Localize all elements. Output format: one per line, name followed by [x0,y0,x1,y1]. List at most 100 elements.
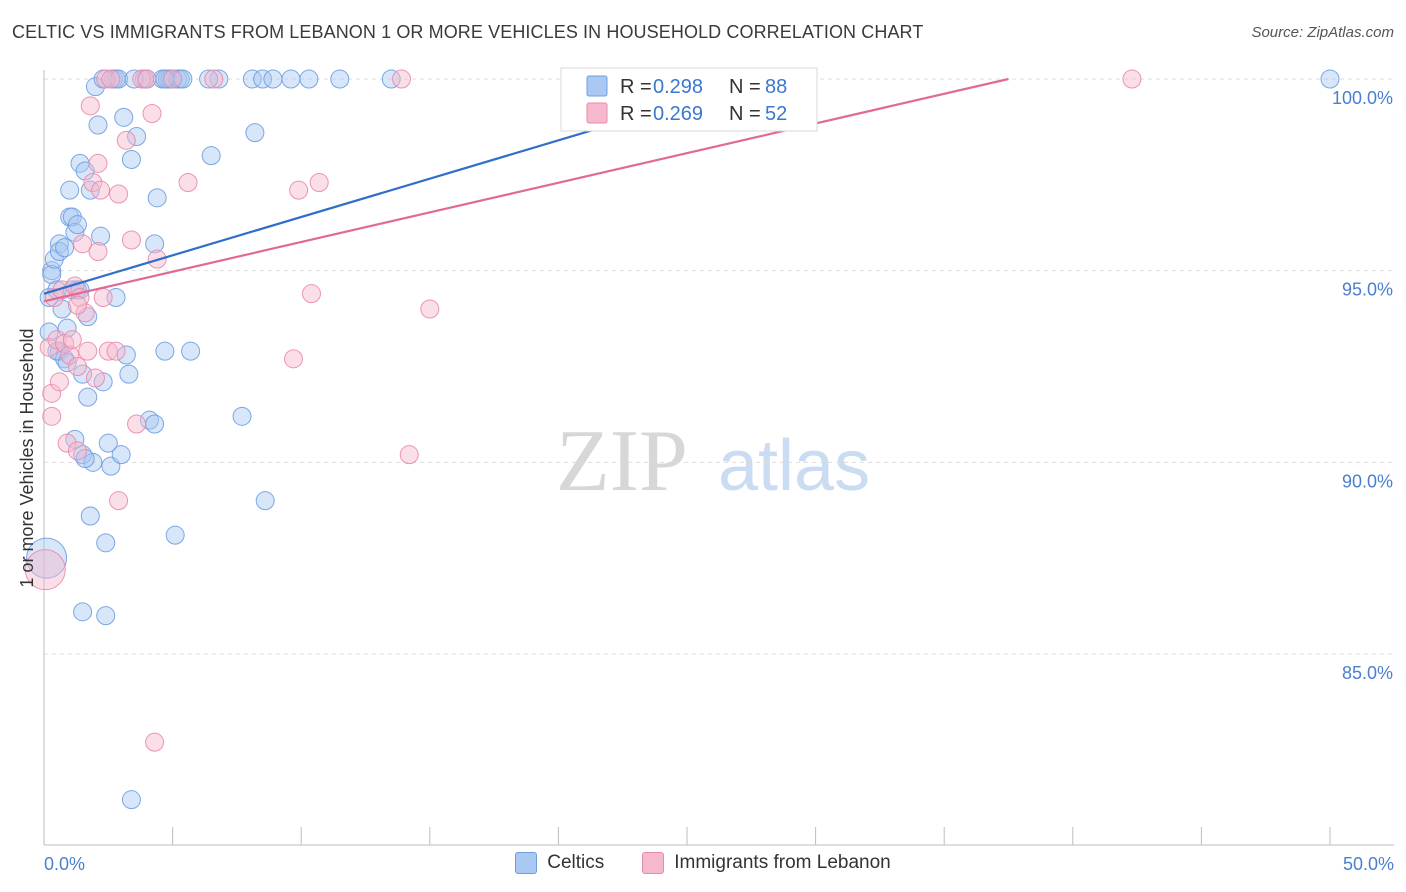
point-celtics-62 [209,69,229,89]
point-celtics-86 [55,238,75,258]
point-lebanon-41 [283,349,303,369]
series-legend-item-celtics: Celtics [515,852,604,874]
legend-n-value-celtics: 88 [765,76,787,98]
point-lebanon-1 [39,337,59,357]
point-celtics-4 [42,265,62,284]
point-celtics-71 [330,69,350,89]
point-celtics-27 [80,180,100,200]
point-lebanon-20 [83,173,103,192]
point-lebanon-38 [163,69,183,89]
series-swatch-celtics [515,852,538,874]
point-celtics-39 [111,445,131,465]
point-celtics-42 [119,364,139,384]
point-lebanon-24 [93,288,113,307]
x-tick-label-0: 0.0% [44,854,85,874]
point-celtics-44 [127,127,147,146]
chart-title: CELTIC VS IMMIGRANTS FROM LEBANON 1 OR M… [12,22,924,42]
y-tick-label-0: 85.0% [1342,663,1393,683]
point-lebanon-48 [1122,69,1142,89]
point-lebanon-45 [392,69,412,89]
point-celtics-34 [98,433,118,453]
point-celtics-50 [147,188,167,208]
point-celtics-65 [245,123,265,143]
point-lebanon-46 [399,445,419,465]
point-celtics-67 [255,491,275,511]
point-lebanon-25 [96,69,116,89]
point-celtics-13 [60,180,80,200]
point-lebanon-43 [301,284,321,304]
point-celtics-64 [242,69,262,89]
legend-r-label-celtics: R = [620,76,652,98]
legend-n-label-lebanon: N = [729,103,761,125]
point-celtics-69 [281,69,301,89]
point-lebanon-6 [49,372,69,392]
axes [43,70,1394,846]
point-celtics-30 [88,115,108,135]
point-lebanon-22 [88,153,108,173]
point-lebanon-11 [62,330,82,350]
point-lebanon-10 [60,345,80,365]
gridlines [44,78,1394,655]
scatter-points [24,69,1340,810]
point-lebanon-51 [109,184,129,204]
point-lebanon-16 [73,234,93,254]
watermark-zip: ZIP [556,413,688,510]
point-celtics-56 [165,525,185,545]
point-lebanon-35 [142,104,162,123]
point-lebanon-7 [52,280,72,300]
point-lebanon-19 [80,96,100,116]
point-lebanon-2 [42,383,62,403]
point-lebanon-23 [91,180,111,200]
point-celtics-74 [96,606,116,626]
point-lebanon-27 [101,69,121,89]
point-celtics-7 [49,234,69,254]
point-celtics-70 [299,69,319,89]
series-legend-item-lebanon: Immigrants from Lebanon [642,852,891,874]
y-tick-label-3: 100.0% [1332,88,1393,108]
point-lebanon-34 [137,69,157,89]
point-lebanon-31 [121,230,141,250]
point-celtics-66 [253,69,273,89]
point-celtics-43 [121,150,141,169]
point-celtics-41 [116,345,136,365]
series-swatch-lebanon [642,852,665,874]
series-label-celtics: Celtics [547,852,605,873]
point-lebanon-44 [309,173,329,192]
point-lebanon-14 [67,441,87,461]
point-lebanon-39 [178,173,198,192]
point-celtics-60 [181,341,201,361]
legend-n-label-celtics: N = [729,76,761,98]
point-celtics-72 [381,69,401,89]
watermark-atlas: atlas [718,426,870,506]
point-celtics-31 [91,226,111,246]
point-celtics-84 [1320,69,1340,89]
point-lebanon-42 [289,180,309,200]
point-celtics-25 [78,387,98,407]
point-celtics-77 [57,353,77,373]
x-tick-label-50: 50.0% [1343,854,1394,874]
point-celtics-68 [263,69,283,89]
point-lebanon-50 [88,242,108,261]
point-lebanon-3 [42,406,62,426]
point-lebanon-32 [127,414,147,434]
point-celtics-10 [52,299,72,319]
legend-n-value-lebanon: 52 [765,103,787,125]
point-lebanon-37 [145,732,165,752]
point-lebanon-40 [204,69,224,89]
point-lebanon-49 [67,295,87,315]
point-celtics-63 [232,406,252,426]
point-lebanon-30 [116,130,136,150]
point-celtics-26 [80,506,100,526]
point-celtics-2 [39,322,59,342]
point-lebanon-13 [67,357,87,376]
point-celtics-47 [139,410,159,430]
legend-swatch-lebanon [586,102,608,124]
legend-swatch-celtics [586,75,608,97]
point-lebanon-21 [85,368,105,388]
point-celtics-75 [121,790,141,810]
point-celtics-40 [114,107,134,127]
y-tick-label-2: 95.0% [1342,280,1393,300]
point-celtics-52 [155,341,175,361]
point-celtics-17 [65,222,85,242]
